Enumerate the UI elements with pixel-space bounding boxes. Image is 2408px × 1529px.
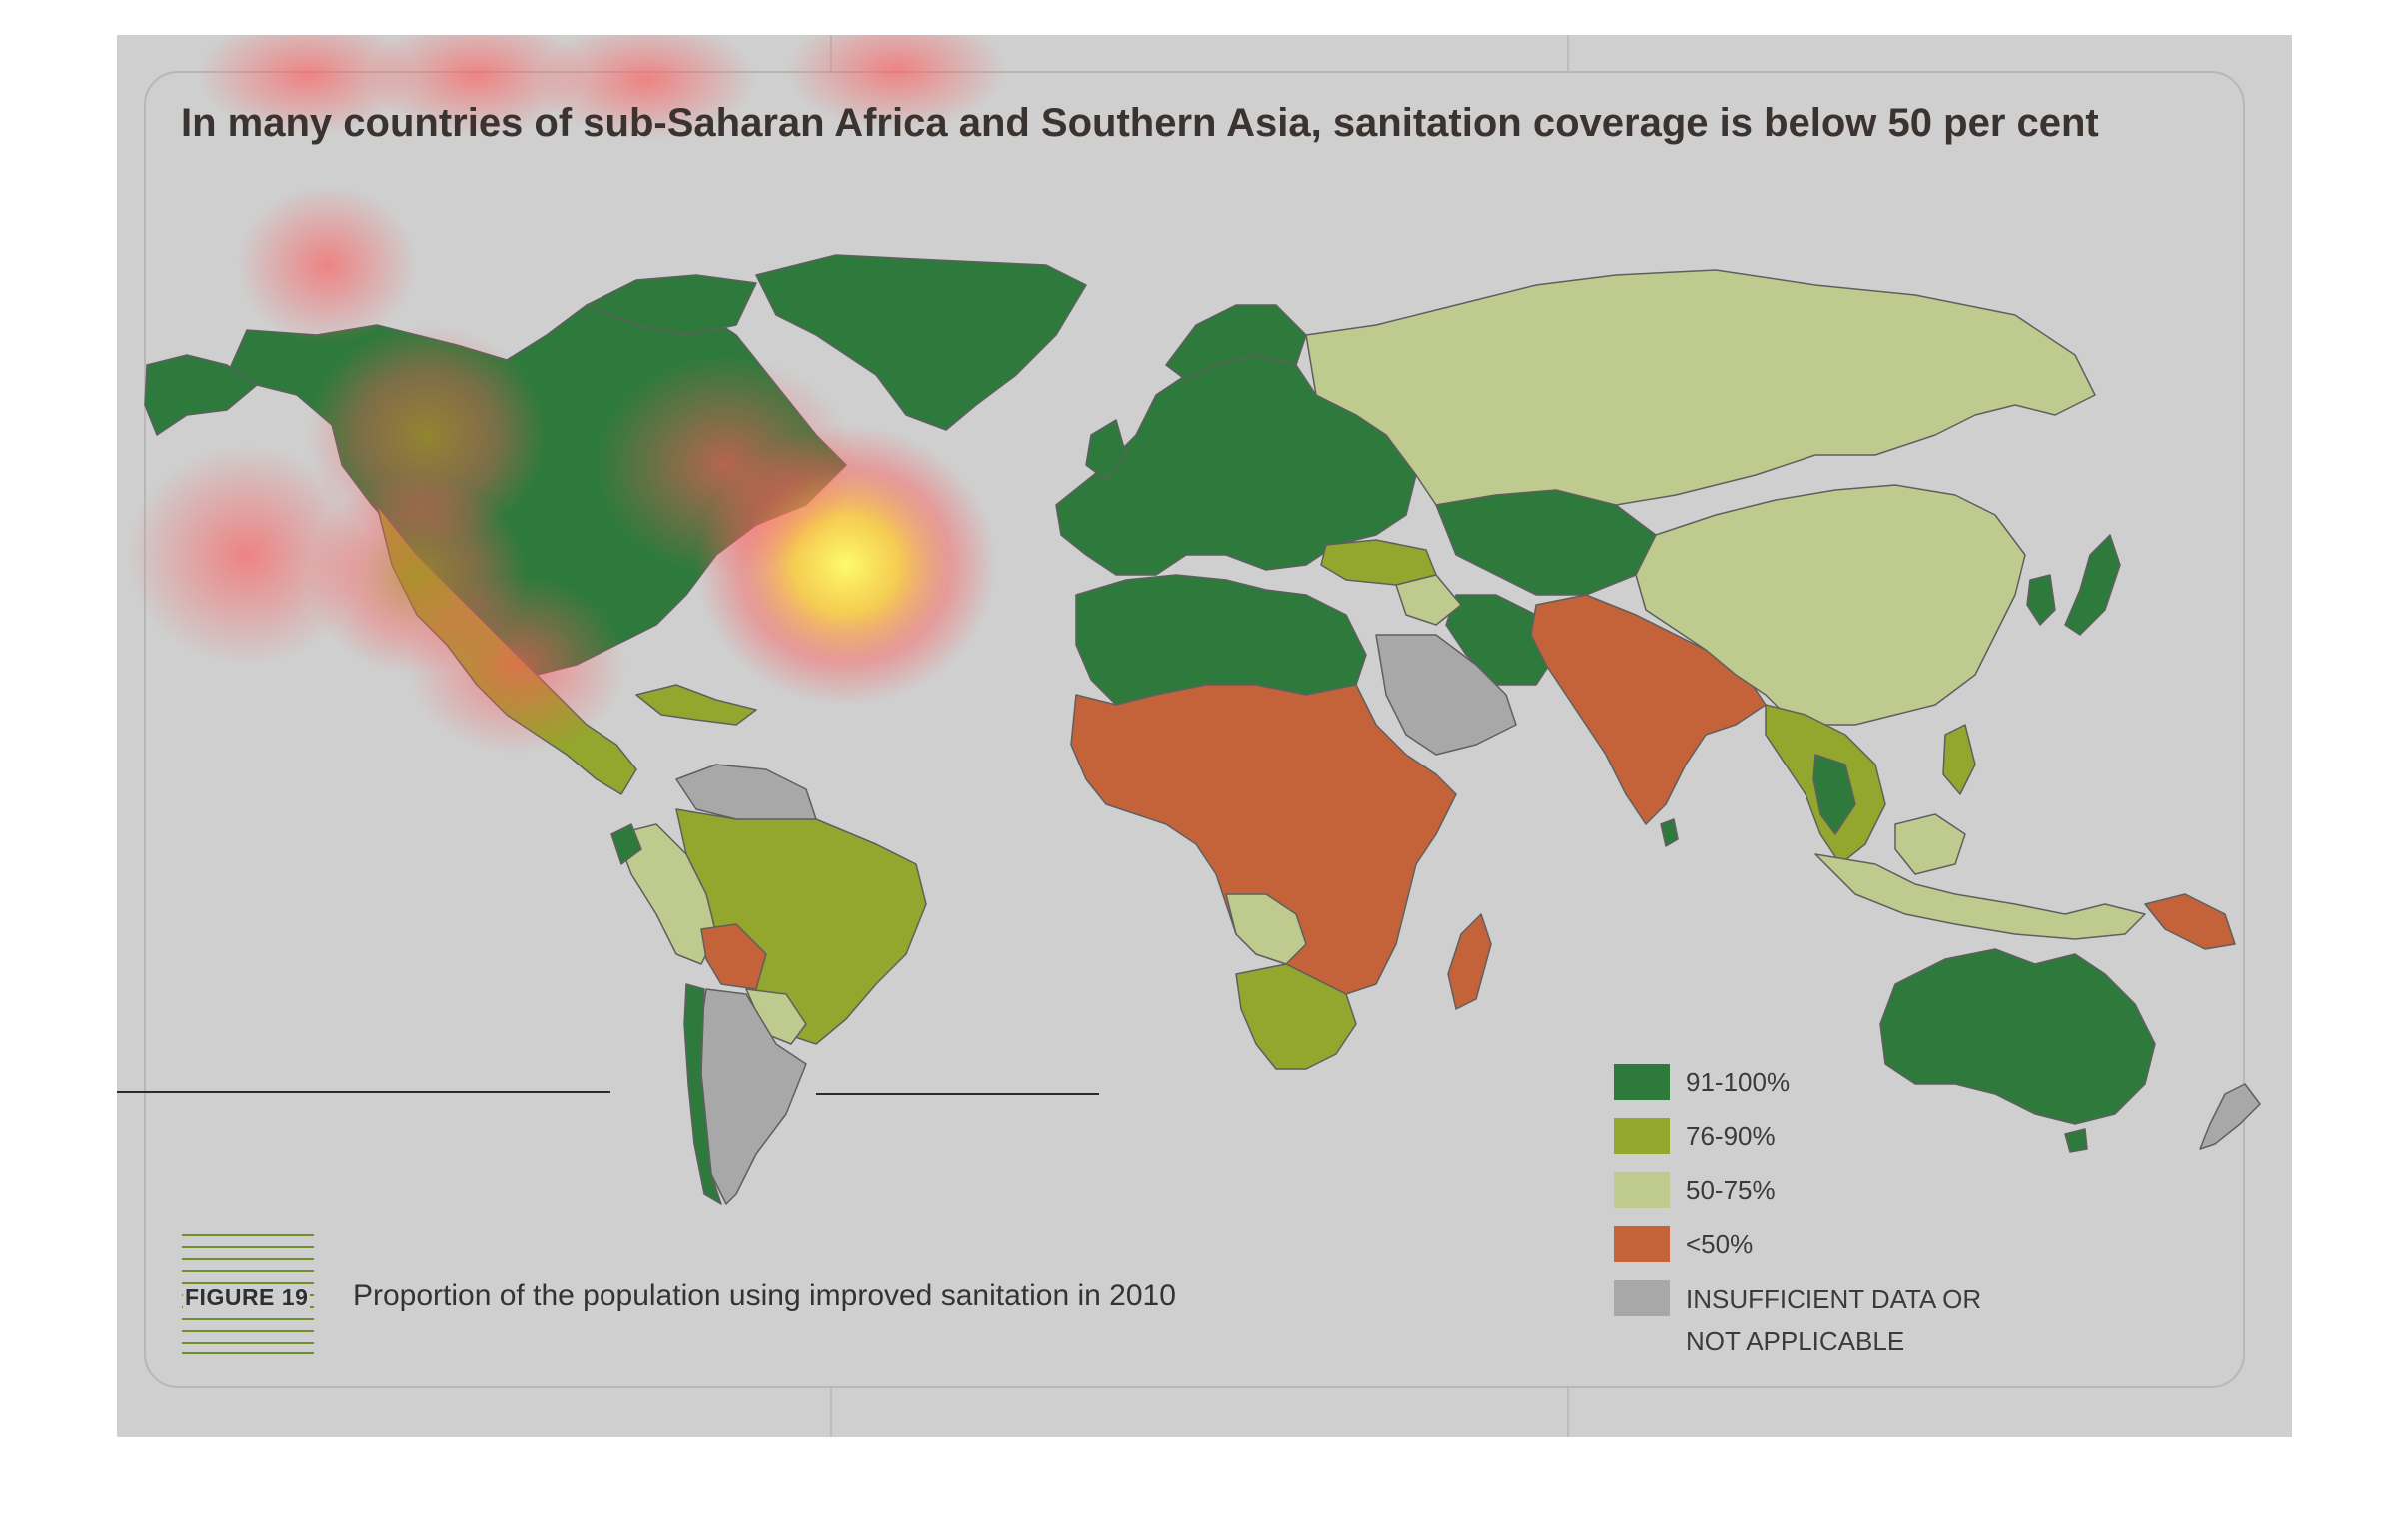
legend-swatch bbox=[1614, 1226, 1670, 1262]
legend-item: 91-100% bbox=[1614, 1064, 1790, 1100]
legend-item: <50% bbox=[1614, 1226, 1753, 1262]
figure-label: FIGURE 19 bbox=[183, 1284, 311, 1311]
fold-line bbox=[1567, 35, 1569, 71]
region-russia bbox=[1305, 269, 2096, 506]
legend-label: 50-75% bbox=[1686, 1175, 1776, 1205]
region-kazakhstan bbox=[1435, 489, 1657, 596]
legend-label: INSUFFICIENT DATA OR bbox=[1686, 1284, 1982, 1314]
region-philippines bbox=[1942, 724, 1976, 795]
legend: 91-100% 76-90% 50-75% <50% INSUFFICIENT … bbox=[1614, 1064, 2173, 1394]
region-europe bbox=[1055, 344, 1417, 576]
legend-swatch bbox=[1614, 1172, 1670, 1208]
region-southern-africa bbox=[1235, 963, 1357, 1070]
region-sub-saharan-africa bbox=[1070, 684, 1457, 995]
region-borneo bbox=[1894, 813, 1966, 875]
legend-label: 76-90% bbox=[1686, 1121, 1776, 1151]
fold-line bbox=[1567, 1388, 1569, 1437]
region-alaska bbox=[144, 354, 258, 436]
region-tasmania bbox=[2064, 1128, 2088, 1153]
region-madagascar bbox=[1447, 913, 1492, 1010]
legend-label: 91-100% bbox=[1686, 1067, 1791, 1097]
legend-item: INSUFFICIENT DATA OR NOT APPLICABLE bbox=[1614, 1280, 1981, 1370]
region-korea bbox=[2026, 574, 2056, 626]
region-new-zealand bbox=[2199, 1083, 2261, 1150]
rounded-frame bbox=[144, 71, 2245, 1388]
legend-item: 76-90% bbox=[1614, 1118, 1776, 1154]
page-title: In many countries of sub-Saharan Africa … bbox=[181, 101, 2099, 145]
region-uk bbox=[1085, 419, 1127, 481]
region-scandinavia bbox=[1165, 304, 1307, 381]
region-arabia bbox=[1375, 634, 1517, 756]
legend-label: NOT APPLICABLE bbox=[1686, 1326, 1905, 1356]
legend-swatch bbox=[1614, 1280, 1670, 1316]
figure-caption: Proportion of the population using impro… bbox=[353, 1279, 1176, 1312]
region-south-asia bbox=[1530, 594, 1767, 825]
region-png bbox=[2144, 893, 2236, 950]
fold-line bbox=[830, 1388, 832, 1437]
region-north-america bbox=[226, 284, 847, 676]
region-chile bbox=[683, 983, 722, 1205]
map-panel: In many countries of sub-Saharan Africa … bbox=[117, 35, 2292, 1437]
region-thailand bbox=[1812, 754, 1856, 835]
region-angola-zambia bbox=[1225, 893, 1307, 965]
region-ecuador bbox=[610, 823, 642, 865]
legend-swatch bbox=[1614, 1118, 1670, 1154]
legend-item: 50-75% bbox=[1614, 1172, 1776, 1208]
region-caucasus bbox=[1395, 574, 1462, 626]
region-australia bbox=[1879, 948, 2156, 1125]
region-bolivia bbox=[700, 923, 767, 990]
region-indonesia bbox=[1814, 853, 2146, 940]
region-caribbean bbox=[635, 684, 757, 726]
region-turkey bbox=[1320, 539, 1437, 586]
artifact-lines bbox=[117, 1091, 1099, 1095]
legend-swatch bbox=[1614, 1064, 1670, 1100]
region-arctic-islands bbox=[586, 274, 757, 336]
region-china bbox=[1635, 484, 2026, 726]
region-sri-lanka bbox=[1660, 818, 1679, 847]
legend-label: <50% bbox=[1686, 1229, 1754, 1259]
region-greenland bbox=[755, 254, 1087, 431]
region-japan bbox=[2064, 534, 2121, 636]
